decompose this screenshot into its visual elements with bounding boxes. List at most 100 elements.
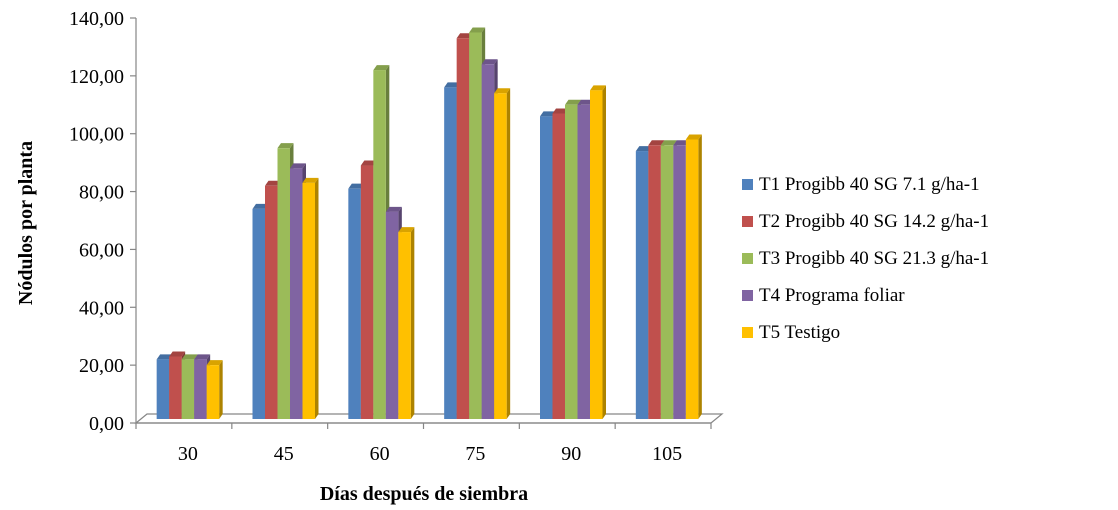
plot-floor xyxy=(134,413,724,424)
bar-front xyxy=(590,90,603,420)
bar-top xyxy=(590,85,606,91)
legend-swatch xyxy=(742,290,753,301)
bar-front xyxy=(685,139,699,419)
bar-front xyxy=(277,148,290,419)
legend-swatch xyxy=(742,253,753,264)
bar-top xyxy=(552,108,569,114)
bar-front xyxy=(494,93,507,419)
y-tick-label: 0,00 xyxy=(89,413,124,435)
x-axis-title: Días después de siembra xyxy=(320,483,528,505)
bar xyxy=(590,85,606,420)
bar-front xyxy=(660,145,674,420)
bar-side xyxy=(410,227,415,419)
bar-front xyxy=(577,104,590,420)
bar-front xyxy=(385,211,399,419)
legend-swatch xyxy=(742,179,753,190)
bar-front xyxy=(469,32,482,419)
bar-front xyxy=(673,145,686,420)
x-tick-label: 45 xyxy=(274,443,294,465)
bar-top xyxy=(348,183,365,189)
legend-label: T3 Progibb 40 SG 21.3 g/ha-1 xyxy=(759,248,989,269)
y-tick-label: 120,00 xyxy=(69,66,124,88)
x-tick-label: 75 xyxy=(465,443,485,465)
bar-top xyxy=(360,160,377,166)
x-tick-label: 60 xyxy=(370,443,390,465)
bar-top xyxy=(265,180,281,186)
bar xyxy=(206,360,223,419)
bar-side xyxy=(315,177,319,419)
bar-top xyxy=(456,33,473,39)
plot-floor-plane xyxy=(134,413,724,424)
bar-top xyxy=(481,59,498,65)
bar-top xyxy=(673,140,690,146)
bar-front xyxy=(481,64,495,420)
bar-top xyxy=(277,143,294,149)
bar-front xyxy=(181,359,195,419)
y-tick-label: 60,00 xyxy=(79,239,124,261)
bar-front xyxy=(169,356,182,419)
bar-top xyxy=(540,111,556,117)
legend-label: T5 Testigo xyxy=(759,322,840,343)
bar-top xyxy=(469,27,486,33)
bar-front xyxy=(635,151,649,420)
x-tick-label: 105 xyxy=(652,443,682,465)
bar-front xyxy=(373,70,386,420)
legend-label: T2 Progibb 40 SG 14.2 g/ha-1 xyxy=(759,211,989,232)
bar-side xyxy=(602,85,606,420)
y-axis-title: Nódulos por planta xyxy=(15,141,37,305)
bar-front xyxy=(444,87,457,419)
legend-swatch xyxy=(742,216,753,227)
bar-front xyxy=(552,113,565,419)
bar-front xyxy=(290,168,303,419)
legend-label: T4 Programa foliar xyxy=(759,285,905,306)
y-tick-label: 100,00 xyxy=(69,124,124,146)
bar xyxy=(685,134,702,419)
y-tick-label: 80,00 xyxy=(79,182,124,204)
bar-front xyxy=(648,145,661,420)
y-tick-label: 20,00 xyxy=(79,355,124,377)
bar-top xyxy=(577,99,594,105)
bar-top xyxy=(302,177,319,183)
x-tick-label: 90 xyxy=(561,443,581,465)
bar-top xyxy=(169,351,186,357)
bar-top xyxy=(206,360,223,366)
bar-front xyxy=(194,359,207,419)
bar-top xyxy=(685,134,702,140)
legend-item: T5 Testigo xyxy=(742,322,840,343)
bar-side xyxy=(219,360,223,419)
bar xyxy=(398,227,415,419)
x-axis: 30 45 60 75 90 105 xyxy=(135,422,712,465)
bar-top xyxy=(385,206,402,212)
bar-side xyxy=(698,134,702,419)
bar-front xyxy=(360,165,374,419)
bar-top xyxy=(648,140,665,146)
bar-front xyxy=(156,359,170,419)
bar-front xyxy=(540,116,553,419)
y-tick-label: 140,00 xyxy=(69,8,124,30)
y-axis: 0,00 20,00 40,00 60,00 80,00 100,00 120,00 140,… xyxy=(69,8,137,435)
bar-side xyxy=(506,88,511,419)
bar xyxy=(494,88,511,419)
bar-top xyxy=(290,163,306,169)
bar-front xyxy=(302,182,315,419)
bar-top xyxy=(444,82,461,88)
bar-top xyxy=(194,354,211,360)
bar-top xyxy=(181,354,198,360)
bar-top xyxy=(660,140,677,146)
legend-item: T1 Progibb 40 SG 7.1 g/ha-1 xyxy=(742,174,980,195)
bar-front xyxy=(348,188,361,419)
bar-top xyxy=(565,99,581,105)
bar-front xyxy=(252,208,265,419)
bar-top xyxy=(373,65,390,71)
bar-top xyxy=(494,88,511,94)
legend-label: T1 Progibb 40 SG 7.1 g/ha-1 xyxy=(759,174,980,195)
legend-item: T3 Progibb 40 SG 21.3 g/ha-1 xyxy=(742,248,989,269)
legend-swatch xyxy=(742,327,753,338)
bar-top xyxy=(398,227,415,233)
legend-item: T2 Progibb 40 SG 14.2 g/ha-1 xyxy=(742,211,989,232)
bar-top xyxy=(635,146,652,152)
bar-front xyxy=(565,104,578,420)
bar-front xyxy=(265,185,278,419)
legend-item: T4 Programa foliar xyxy=(742,285,905,306)
